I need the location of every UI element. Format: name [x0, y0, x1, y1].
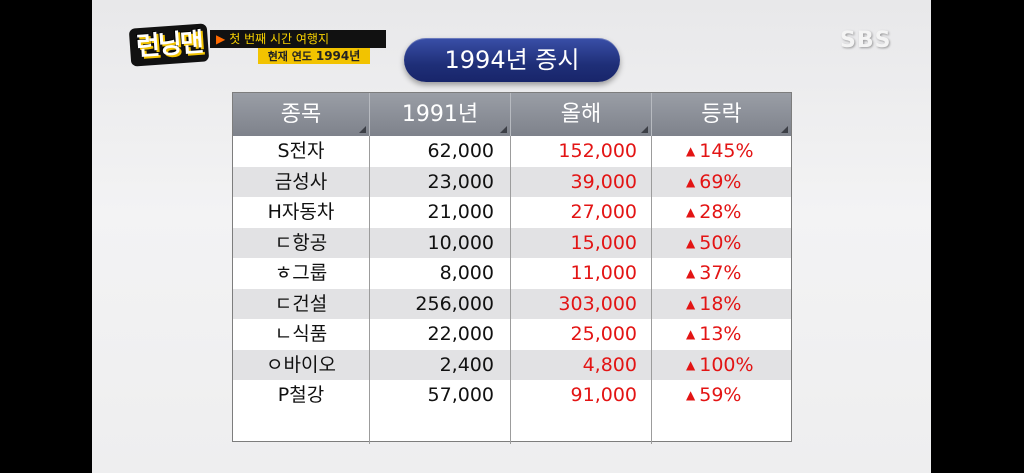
change-cell: ▲ 59%	[652, 380, 791, 411]
table-row: ㅎ그룹 8,000 11,000 ▲ 37%	[233, 258, 791, 289]
price-this-year: 39,000	[511, 166, 652, 197]
price-this-year: 91,000	[511, 380, 652, 411]
table-row-empty	[233, 410, 791, 444]
stock-name: ㅇ바이오	[233, 349, 370, 380]
change-percent: 18%	[699, 292, 742, 315]
change-cell: ▲ 13%	[652, 319, 791, 350]
broadcaster-logo: SBS	[840, 28, 892, 53]
table-row: ㄷ건설 256,000 303,000 ▲ 18%	[233, 288, 791, 320]
change-cell: ▲ 100%	[652, 350, 791, 381]
table-row: ㄷ항공 10,000 15,000 ▲ 50%	[233, 227, 791, 259]
change-percent: 13%	[699, 323, 742, 345]
table-row: H자동차 21,000 27,000 ▲ 28%	[233, 197, 791, 228]
change-cell: ▲ 18%	[652, 289, 791, 320]
price-1991: 22,000	[370, 319, 511, 350]
change-percent: 145%	[699, 140, 754, 162]
stock-table: 종목 1991년 올해 등락 S전자 62,000 152,000 ▲ 145% 금성사 2…	[232, 92, 792, 444]
price-1991: 57,000	[370, 380, 511, 411]
price-this-year: 11,000	[511, 258, 652, 289]
up-arrow-icon: ▲	[686, 174, 696, 189]
table-cell	[233, 410, 370, 444]
up-arrow-icon: ▲	[686, 235, 696, 250]
change-cell: ▲ 145%	[652, 136, 791, 167]
caption-line2: 현재 연도 1994년	[258, 48, 370, 64]
price-this-year: 27,000	[511, 197, 652, 228]
header-change: 등락	[652, 93, 791, 136]
change-cell: ▲ 69%	[652, 167, 791, 198]
change-cell: ▲ 37%	[652, 258, 791, 289]
caption-line1: ▶ 첫 번째 시간 여행지	[210, 30, 386, 48]
change-percent: 100%	[699, 353, 754, 376]
table-header: 종목 1991년 올해 등락	[233, 93, 791, 136]
change-percent: 37%	[699, 262, 742, 284]
page-title: 1994년 증시	[404, 38, 620, 82]
price-1991: 23,000	[370, 166, 511, 197]
change-percent: 50%	[699, 231, 742, 254]
up-arrow-icon: ▲	[686, 327, 696, 341]
up-arrow-icon: ▲	[686, 144, 696, 158]
stock-name: ㄷ건설	[233, 288, 370, 319]
caption-line1-text: 첫 번째 시간 여행지	[229, 32, 329, 46]
stock-name: P철강	[233, 380, 370, 411]
header-this-year: 올해	[511, 93, 652, 136]
price-this-year: 303,000	[511, 288, 652, 319]
caption-current-year-label: 현재 연도	[267, 50, 312, 63]
change-percent: 59%	[699, 384, 742, 406]
price-this-year: 15,000	[511, 227, 652, 258]
price-this-year: 25,000	[511, 319, 652, 350]
stock-name: ㅎ그룹	[233, 258, 370, 289]
table-row: P철강 57,000 91,000 ▲ 59%	[233, 380, 791, 411]
up-arrow-icon: ▲	[686, 388, 696, 402]
table-cell	[652, 411, 791, 444]
price-1991: 10,000	[370, 227, 511, 258]
price-this-year: 4,800	[511, 349, 652, 380]
table-row: ㄴ식품 22,000 25,000 ▲ 13%	[233, 319, 791, 350]
change-cell: ▲ 50%	[652, 228, 791, 259]
table-row: 금성사 23,000 39,000 ▲ 69%	[233, 166, 791, 198]
price-this-year: 152,000	[511, 136, 652, 167]
change-cell: ▲ 28%	[652, 197, 791, 228]
video-frame: 런닝맨 ▶ 첫 번째 시간 여행지 현재 연도 1994년 SBS 1994년 증…	[92, 0, 931, 473]
change-percent: 69%	[699, 170, 742, 193]
up-arrow-icon: ▲	[686, 296, 696, 311]
up-arrow-icon: ▲	[686, 357, 696, 372]
up-arrow-icon: ▲	[686, 205, 696, 219]
header-stock: 종목	[233, 93, 370, 136]
show-logo: 런닝맨	[128, 23, 210, 67]
price-1991: 2,400	[370, 349, 511, 380]
table-row: ㅇ바이오 2,400 4,800 ▲ 100%	[233, 349, 791, 381]
up-arrow-icon: ▲	[686, 266, 696, 280]
play-triangle-icon: ▶	[216, 32, 226, 46]
change-percent: 28%	[699, 201, 742, 223]
price-1991: 21,000	[370, 197, 511, 228]
table-row: S전자 62,000 152,000 ▲ 145%	[233, 136, 791, 167]
table-body: S전자 62,000 152,000 ▲ 145% 금성사 23,000 39,000 ▲ 69%…	[233, 136, 791, 411]
stock-name: ㄴ식품	[233, 319, 370, 350]
stock-name: S전자	[233, 136, 370, 167]
price-1991: 8,000	[370, 258, 511, 289]
price-1991: 62,000	[370, 136, 511, 167]
price-1991: 256,000	[370, 288, 511, 319]
stock-name: ㄷ항공	[233, 227, 370, 258]
stock-name: 금성사	[233, 166, 370, 197]
table-cell	[511, 410, 652, 444]
caption-current-year: 1994년	[315, 49, 361, 63]
header-1991: 1991년	[370, 93, 511, 136]
table-cell	[370, 410, 511, 444]
stock-name: H자동차	[233, 197, 370, 228]
